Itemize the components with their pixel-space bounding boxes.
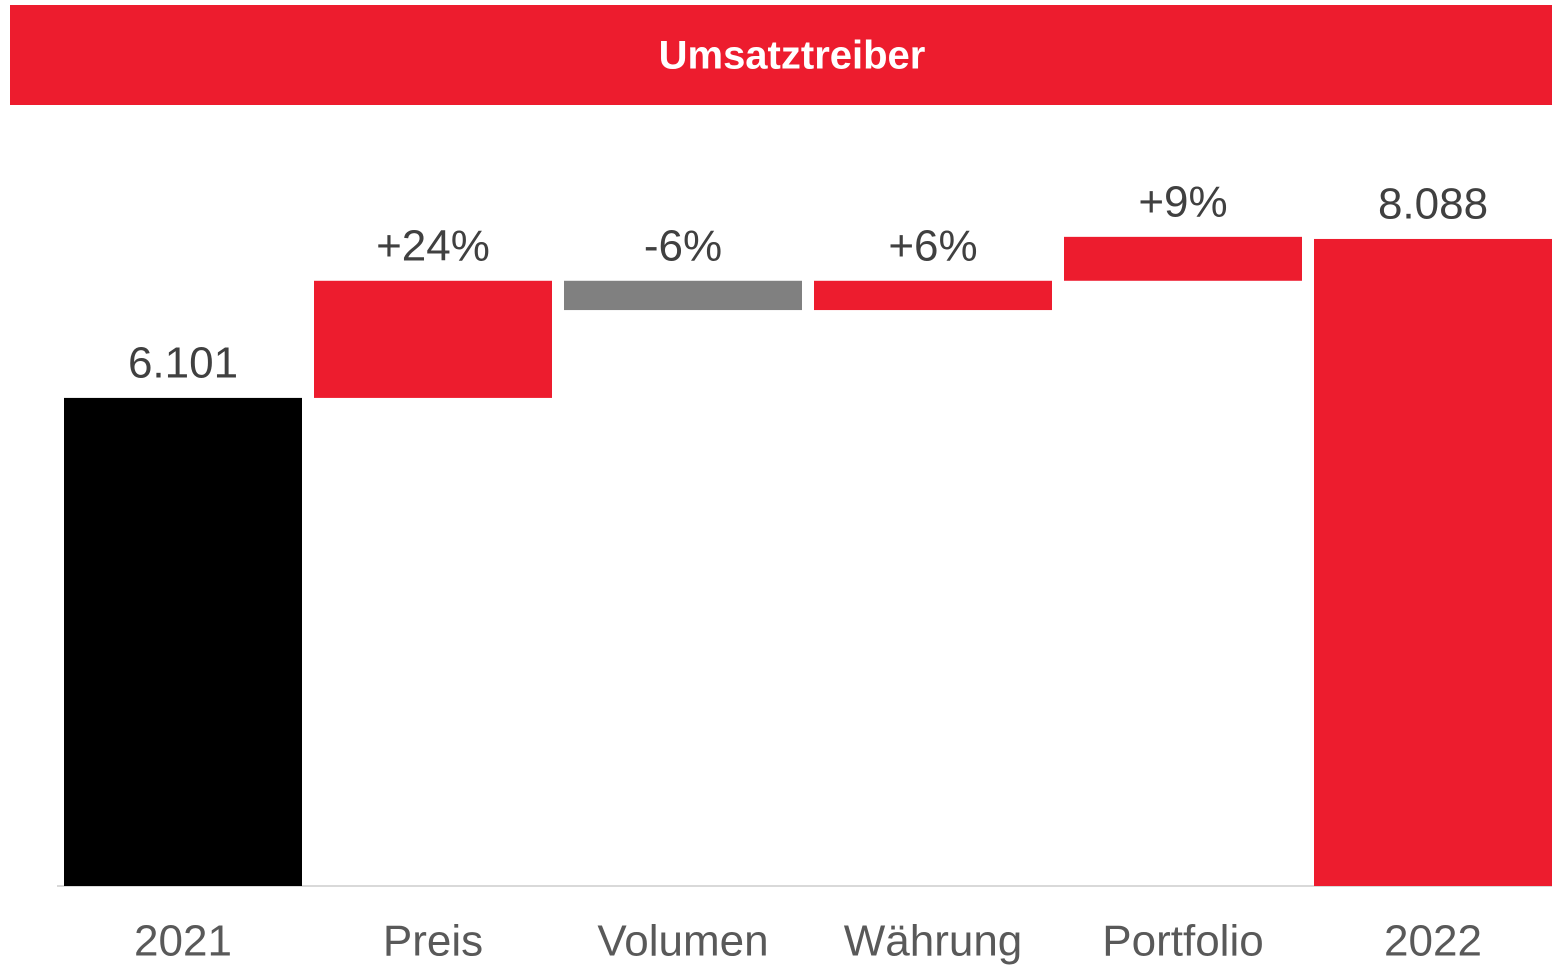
- bar: [1064, 236, 1302, 281]
- bar: [314, 280, 552, 398]
- bar: [564, 280, 802, 311]
- value-label: +24%: [376, 221, 490, 270]
- value-label: 6.101: [128, 339, 238, 388]
- bar: [814, 280, 1052, 311]
- x-tick-label: Volumen: [597, 917, 768, 966]
- x-tick-label: Preis: [383, 917, 483, 966]
- x-tick-label: Währung: [844, 917, 1023, 966]
- value-label: 8.088: [1378, 180, 1488, 229]
- value-label: +6%: [888, 221, 977, 270]
- x-tick-label: Portfolio: [1102, 917, 1263, 966]
- bar: [1314, 238, 1552, 886]
- chart-title: Umsatztreiber: [659, 34, 926, 78]
- x-tick-label: 2021: [134, 917, 232, 966]
- x-tick-label: 2022: [1384, 917, 1482, 966]
- value-label: -6%: [644, 221, 722, 270]
- value-label: +9%: [1138, 177, 1227, 226]
- title-banner: [10, 5, 1552, 105]
- bar: [64, 397, 302, 886]
